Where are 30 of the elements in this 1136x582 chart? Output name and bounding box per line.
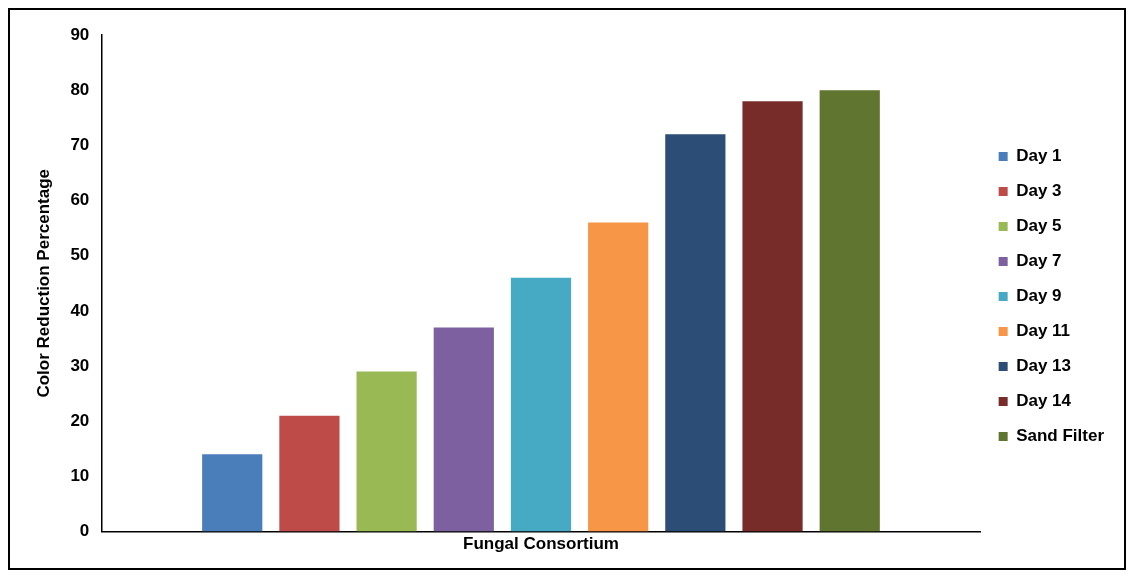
legend-label: Day 7 bbox=[1016, 251, 1062, 271]
y-tick-label: 30 bbox=[70, 355, 90, 375]
y-tick-label: 90 bbox=[70, 24, 90, 44]
y-tick-label: 40 bbox=[70, 300, 90, 320]
y-tick-label: 70 bbox=[70, 135, 90, 155]
bar bbox=[742, 101, 803, 532]
legend-label: Sand Filter bbox=[1016, 426, 1105, 446]
y-tick-label: 50 bbox=[70, 245, 90, 265]
bar bbox=[819, 90, 880, 532]
legend-label: Day 5 bbox=[1016, 216, 1062, 236]
bar bbox=[665, 134, 726, 532]
bar bbox=[588, 222, 649, 532]
y-tick-label: 80 bbox=[70, 79, 90, 99]
legend-label: Day 1 bbox=[1016, 146, 1062, 166]
y-tick-label: 0 bbox=[79, 521, 90, 541]
x-tick-label: Fungal Consortium bbox=[463, 534, 619, 554]
bar bbox=[433, 327, 494, 532]
legend-label: Day 13 bbox=[1016, 356, 1071, 376]
bar bbox=[279, 415, 340, 532]
y-tick-label: 10 bbox=[70, 466, 90, 486]
legend-label: Day 3 bbox=[1016, 181, 1062, 201]
legend-label: Day 14 bbox=[1016, 391, 1072, 411]
y-tick-label: 60 bbox=[70, 190, 90, 210]
bar bbox=[356, 371, 417, 532]
legend-label: Day 9 bbox=[1016, 286, 1062, 306]
bar bbox=[510, 277, 572, 532]
y-axis-title: Color Reduction Percentage bbox=[33, 169, 53, 398]
legend-label: Day 11 bbox=[1016, 321, 1071, 341]
y-tick-label: 20 bbox=[70, 410, 90, 430]
bar bbox=[202, 454, 263, 532]
